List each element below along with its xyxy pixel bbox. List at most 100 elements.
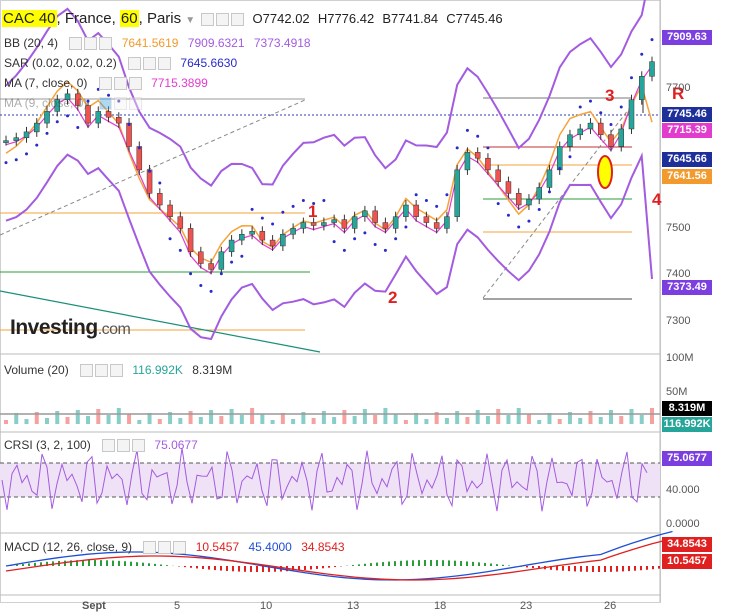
volume-bar: [373, 415, 378, 424]
candle-body: [239, 234, 245, 241]
macd-hist-bar: [490, 563, 492, 566]
volume-bar: [291, 419, 296, 424]
sar-dot: [55, 120, 59, 124]
volume-bar: [219, 416, 224, 424]
macd-hist-bar: [112, 560, 114, 566]
close-icon[interactable]: [173, 541, 187, 555]
volume-legend[interactable]: Volume (20) 116.992K 8.319M: [4, 363, 232, 378]
close-icon[interactable]: [158, 57, 172, 71]
crsi-legend[interactable]: CRSI (3, 2, 100) 75.0677: [4, 438, 198, 453]
close-icon[interactable]: [231, 12, 245, 26]
macd-hist-bar: [454, 560, 456, 566]
settings-icon[interactable]: [117, 439, 131, 453]
visibility-icon[interactable]: [201, 12, 215, 26]
volume-bar: [455, 411, 460, 424]
close-icon[interactable]: [128, 97, 142, 111]
macd-line-value: 45.4000: [248, 540, 292, 554]
bb-upper-line: [5, 0, 646, 187]
sar-dot: [219, 272, 223, 276]
macd-hist-bar: [160, 564, 162, 566]
settings-icon[interactable]: [158, 541, 172, 555]
macd-hist-bar: [226, 566, 228, 571]
volume-bar: [65, 417, 70, 424]
bb-lower-line: [5, 152, 653, 341]
candle-body: [95, 111, 102, 124]
volume-bar: [45, 418, 50, 424]
settings-icon[interactable]: [95, 364, 109, 378]
sar-dot: [281, 210, 285, 214]
candle-body: [208, 263, 214, 270]
settings-icon[interactable]: [84, 37, 98, 51]
candle-body: [321, 222, 327, 226]
macd-hist-bar: [388, 561, 390, 566]
volume-axis-label: 100M: [666, 352, 694, 364]
settings-icon[interactable]: [216, 12, 230, 26]
volume-bar: [414, 413, 419, 424]
candle-body: [44, 111, 50, 124]
settings-icon[interactable]: [113, 77, 127, 91]
macd-hist-bar: [580, 566, 582, 572]
settings-icon[interactable]: [143, 57, 157, 71]
candle-body: [187, 228, 194, 253]
sar-legend[interactable]: SAR (0.02, 0.02, 0.2) 7645.6630: [4, 56, 237, 71]
sar-dot: [476, 134, 480, 138]
macd-legend[interactable]: MACD (12, 26, close, 9) 10.5457 45.4000 …: [4, 540, 345, 555]
macd-hist-bar: [46, 561, 48, 566]
sar-dot: [650, 38, 654, 42]
symbol-name[interactable]: CAC 40: [2, 10, 57, 27]
candle-body: [423, 216, 430, 223]
visibility-icon[interactable]: [98, 97, 112, 111]
sar-dot: [414, 193, 418, 197]
interval-value[interactable]: 60: [119, 10, 139, 27]
sar-dot: [578, 105, 582, 109]
macd-signal-tag: 34.8543: [662, 537, 712, 552]
ma9-legend[interactable]: MA (9, close, 0): [4, 96, 142, 111]
candle-body: [505, 181, 512, 194]
close-icon[interactable]: [132, 439, 146, 453]
sar-dot: [291, 204, 295, 208]
bb-mid-tag: 7641.56: [662, 169, 712, 184]
volume-bar: [485, 416, 490, 424]
candle-body: [495, 169, 501, 182]
bb-legend[interactable]: BB (20, 4) 7641.5619 7909.6321 7373.4918: [4, 36, 311, 51]
sar-dot: [599, 111, 603, 115]
settings-icon[interactable]: [113, 97, 127, 111]
logo-suffix: .com: [97, 321, 131, 338]
volume-bar: [434, 412, 439, 424]
sar-dot: [158, 181, 162, 185]
chevron-down-icon[interactable]: ▼: [185, 15, 196, 26]
visibility-icon[interactable]: [69, 37, 83, 51]
visibility-icon[interactable]: [102, 439, 116, 453]
volume-bar: [342, 410, 347, 424]
visibility-icon[interactable]: [98, 77, 112, 91]
trend-line: [0, 290, 321, 353]
sar-dot: [629, 76, 633, 80]
visibility-icon[interactable]: [143, 541, 157, 555]
sar-dot: [537, 207, 541, 211]
volume-bar: [260, 414, 265, 424]
close-icon[interactable]: [99, 37, 113, 51]
visibility-icon[interactable]: [80, 364, 94, 378]
close-icon[interactable]: [110, 364, 124, 378]
candle-body: [331, 219, 337, 223]
sar-dot: [404, 225, 408, 229]
candle-body: [587, 122, 594, 130]
sar-dot: [107, 93, 111, 97]
macd-hist-bar: [208, 566, 210, 570]
x-axis-label: 26: [604, 600, 617, 612]
volume-tag: 8.319M: [662, 401, 712, 416]
volume-bar: [393, 414, 398, 424]
sar-dot: [558, 167, 562, 170]
visibility-icon[interactable]: [128, 57, 142, 71]
close-icon[interactable]: [128, 77, 142, 91]
macd-hist-bar: [658, 566, 660, 569]
sar-dot: [117, 99, 121, 103]
candle-body: [474, 152, 481, 159]
candle-body: [64, 93, 71, 100]
volume-bar: [598, 417, 603, 424]
candle-body: [280, 234, 286, 247]
macd-hist-bar: [472, 561, 474, 566]
last-price-tag: 7745.46: [662, 107, 712, 122]
volume-bar: [383, 408, 388, 424]
ma7-legend[interactable]: MA (7, close, 0) 7715.3899: [4, 76, 208, 91]
